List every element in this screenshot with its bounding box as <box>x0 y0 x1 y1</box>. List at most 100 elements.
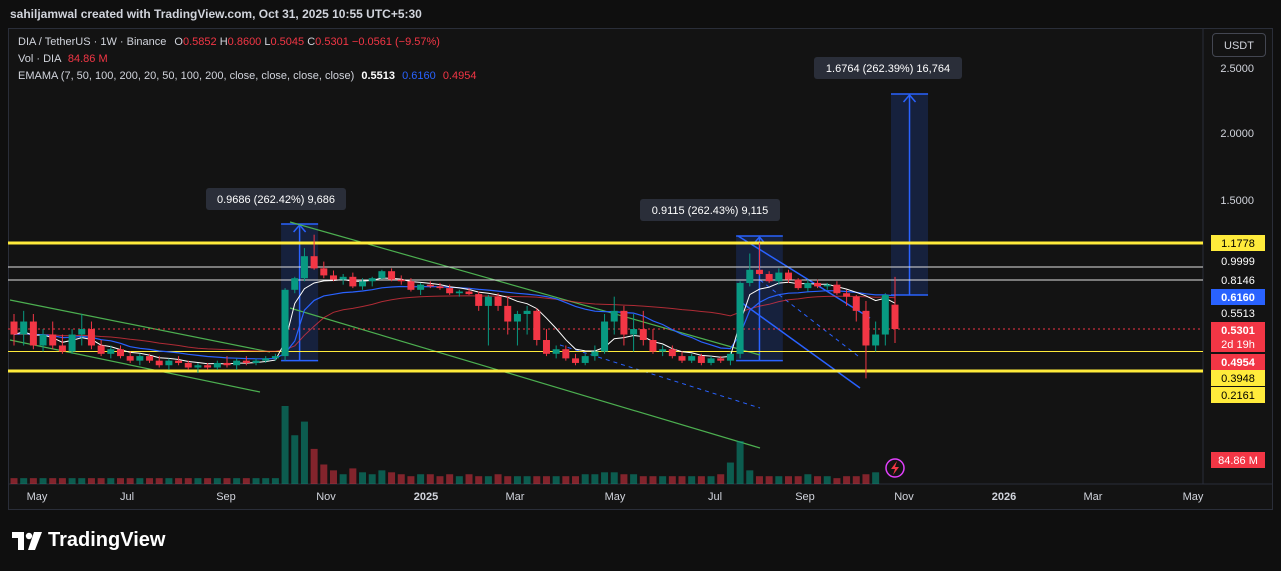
volume-bar <box>368 474 376 484</box>
candle-body <box>184 362 192 368</box>
measure-label-text: 0.9115 (262.43%) 9,115 <box>652 205 768 217</box>
candle-body <box>39 334 47 346</box>
measure-label-3: 1.6764 (262.39%) 16,764 <box>814 57 962 79</box>
lightning-circle <box>885 458 905 478</box>
measure-label-text: 0.9686 (262.42%) 9,686 <box>217 194 335 206</box>
volume-bar <box>494 474 502 484</box>
candle <box>397 275 405 285</box>
candle <box>291 276 299 294</box>
candle <box>68 329 76 354</box>
candle <box>630 313 638 352</box>
candle-body <box>552 349 560 354</box>
volume-bar <box>223 478 231 484</box>
volume-bar <box>436 476 444 484</box>
candle <box>513 310 521 346</box>
candle-body <box>484 296 492 306</box>
candle <box>116 345 124 359</box>
candle <box>591 345 599 361</box>
volume-bar <box>397 474 405 484</box>
volume-bar <box>310 448 318 484</box>
candle <box>388 268 396 282</box>
volume-bar <box>281 406 289 484</box>
candle <box>329 270 337 282</box>
open-value: 0.5852 <box>182 36 217 48</box>
chart-credit: sahiljamwal created with TradingView.com… <box>10 7 422 21</box>
emama-label[interactable]: EMAMA (7, 50, 100, 200, 20, 50, 100, 200… <box>18 70 355 82</box>
candle-body <box>436 286 444 289</box>
volume-bar <box>213 478 221 484</box>
chart-area[interactable] <box>8 28 1273 510</box>
candle-body <box>562 349 570 359</box>
candle <box>10 313 18 346</box>
volume-bar <box>194 478 202 484</box>
candle-body <box>397 279 405 282</box>
candle <box>872 321 880 352</box>
candle <box>359 278 367 290</box>
candle-body <box>426 284 434 287</box>
axis-label-0-9999: 0.9999 <box>1211 253 1265 269</box>
candle <box>601 313 609 354</box>
low-value: 0.5045 <box>270 36 305 48</box>
volume-bar <box>833 478 841 484</box>
candle-body <box>659 349 667 352</box>
volume-bar <box>291 435 299 484</box>
volume-bar <box>300 421 308 484</box>
x-tick-label: Jul <box>708 491 722 503</box>
volume-bar <box>126 478 134 484</box>
x-tick-label: 2026 <box>992 491 1016 503</box>
volume-bar <box>765 476 773 484</box>
volume-bar <box>591 474 599 484</box>
candle <box>881 293 889 346</box>
candle <box>126 351 134 363</box>
volume-bar <box>155 478 163 484</box>
candle-body <box>746 269 754 283</box>
tradingview-logo[interactable]: TradingView <box>12 529 165 552</box>
volume-value: 84.86 M <box>67 53 108 65</box>
high-value: 0.8600 <box>227 36 262 48</box>
volume-bar <box>242 478 250 484</box>
candle <box>320 261 328 279</box>
candle-body <box>688 356 696 361</box>
candle <box>184 360 192 370</box>
tradingview-brand: TradingView <box>48 529 166 551</box>
candle <box>378 269 386 280</box>
x-tick-label: Mar <box>1084 491 1103 503</box>
candle-body <box>281 289 289 357</box>
axis-label-0-2161-bg <box>1211 387 1265 403</box>
candle <box>455 289 463 297</box>
axis-label-0-8146: 0.8146 <box>1211 272 1265 288</box>
symbol-label[interactable]: DIA / TetherUS · 1W · Binance <box>18 36 167 48</box>
x-tick-label: May <box>1183 491 1204 503</box>
candle-body <box>155 360 163 366</box>
measure-arrow-head-3 <box>902 93 917 103</box>
candle <box>814 279 822 289</box>
axis-label-0-2161-text: 0.2161 <box>1221 390 1255 402</box>
candle-body <box>533 310 541 341</box>
volume-bar <box>378 470 386 484</box>
candle <box>533 308 541 346</box>
candle-body <box>262 358 270 361</box>
volume-bar <box>417 474 425 484</box>
candle <box>736 281 744 359</box>
candle <box>823 282 831 290</box>
candle <box>436 282 444 290</box>
volume-bar <box>659 476 667 484</box>
candle-body <box>455 291 463 294</box>
candle-body <box>794 279 802 289</box>
volume-bar <box>116 478 124 484</box>
currency-button[interactable]: USDT <box>1212 33 1266 57</box>
volume-bar <box>10 478 18 484</box>
y-tick-label: 1.5000 <box>1220 195 1254 207</box>
volume-label[interactable]: Vol · DIA <box>18 53 61 65</box>
candle <box>194 362 202 373</box>
candle <box>175 356 183 366</box>
candle-body <box>736 282 744 354</box>
green-channel-lower <box>289 307 761 449</box>
volume-bar <box>165 478 173 484</box>
candle <box>688 353 696 363</box>
last-price-bg <box>1211 322 1265 352</box>
candle <box>242 356 250 366</box>
candle-body <box>630 329 638 335</box>
candle <box>678 351 686 363</box>
